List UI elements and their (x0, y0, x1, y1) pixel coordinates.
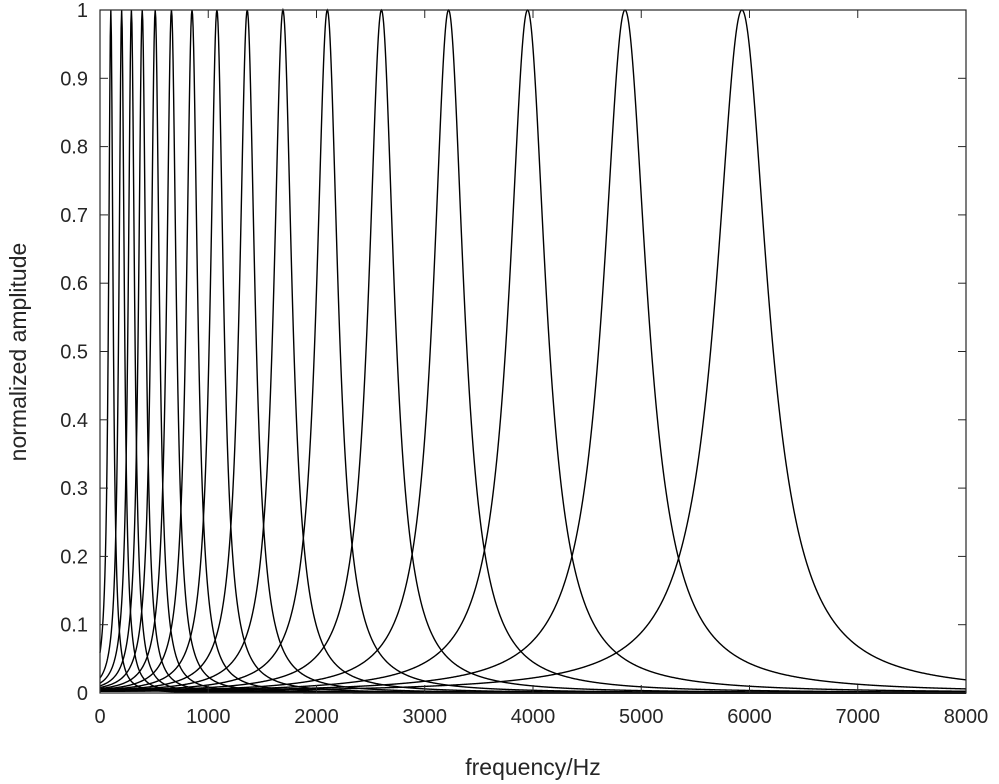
ticks-group: 0 1000 2000 3000 4000 5000 6000 7000 8000 0 0.1 0.2… (60, 0, 988, 728)
y-tick-label: 0.7 (60, 205, 88, 227)
y-tick-label: 0.8 (60, 137, 88, 159)
x-axis-title: frequency/Hz (465, 754, 601, 780)
x-tick-label: 0 (94, 706, 105, 728)
x-tick-label: 2000 (294, 706, 339, 728)
resonance-curve-14 (99, 9, 966, 692)
y-tick-label: 0 (77, 683, 88, 705)
resonance-curve-16 (100, 9, 967, 693)
y-tick-label: 0.4 (60, 410, 88, 432)
y-tick-label: 0.3 (60, 478, 88, 500)
y-tick-label: 0.1 (60, 615, 88, 637)
x-tick-label: 3000 (403, 706, 448, 728)
y-tick-label: 0.6 (60, 273, 88, 295)
x-tick-label: 4000 (511, 706, 556, 728)
y-tick-label: 0.5 (60, 342, 88, 364)
resonance-curve-13 (100, 8, 966, 693)
x-tick-label: 7000 (836, 706, 881, 728)
y-tick-label: 1 (77, 0, 88, 22)
y-tick-label: 0.9 (60, 68, 88, 90)
x-tick-label: 6000 (727, 706, 772, 728)
x-tick-label: 8000 (944, 706, 989, 728)
plot-area (100, 10, 966, 693)
y-tick-label: 0.2 (60, 546, 88, 568)
y-axis-title: normalized amplitude (5, 243, 31, 462)
plot-frame (99, 9, 967, 694)
x-tick-label: 5000 (619, 706, 664, 728)
x-tick-label: 1000 (186, 706, 231, 728)
